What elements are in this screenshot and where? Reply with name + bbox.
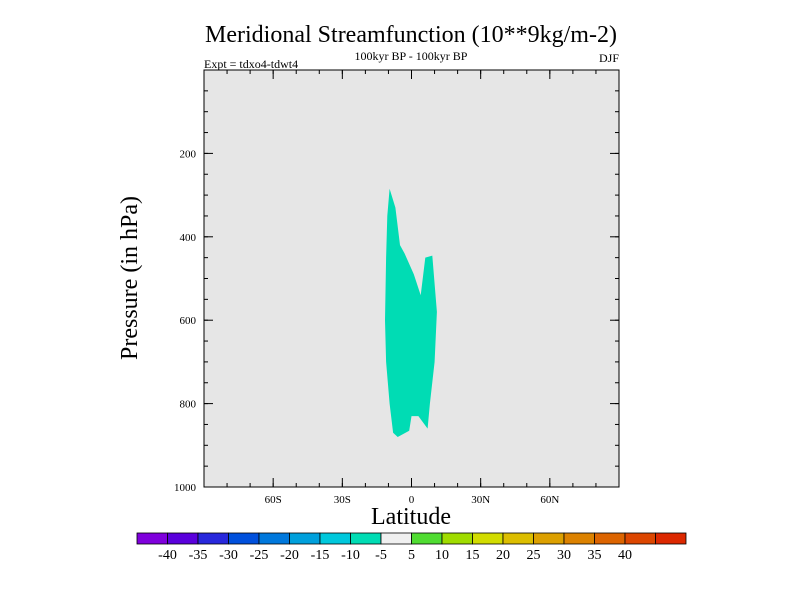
colorbar-label: -10 bbox=[341, 548, 360, 563]
x-axis-ticks: 60S 30S 0 30N 60N bbox=[265, 70, 559, 506]
x-tick-label: 30S bbox=[334, 494, 351, 506]
chart-subtitle: 100kyr BP - 100kyr BP bbox=[355, 49, 468, 63]
x-tick-label: 60N bbox=[540, 494, 559, 506]
season-label: DJF bbox=[599, 51, 619, 65]
colorbar-swatch-4 bbox=[258, 532, 290, 545]
y-tick-label: 200 bbox=[180, 148, 197, 160]
colorbar-swatch-11 bbox=[472, 532, 504, 545]
filled-region-0 bbox=[385, 188, 437, 437]
x-tick-label: 0 bbox=[409, 494, 415, 506]
colorbar-label: -40 bbox=[158, 548, 177, 563]
y-axis-label: Pressure (in hPa) bbox=[117, 196, 143, 360]
colorbar-label: 40 bbox=[618, 548, 632, 563]
colorbar-label: 5 bbox=[408, 548, 415, 563]
colorbar-swatch-1 bbox=[167, 532, 199, 545]
colorbar-swatch-12 bbox=[502, 532, 534, 545]
colorbar-label: 15 bbox=[466, 548, 480, 563]
colorbar-swatch-14 bbox=[563, 532, 595, 545]
colorbar-label: 35 bbox=[588, 548, 602, 563]
colorbar-swatch-3 bbox=[228, 532, 260, 545]
y-tick-label: 600 bbox=[180, 315, 197, 327]
y-tick-label: 1000 bbox=[174, 482, 197, 494]
colorbar-swatch-13 bbox=[533, 532, 565, 545]
colorbar-swatch-17 bbox=[655, 532, 687, 545]
chart-title: Meridional Streamfunction (10**9kg/m-2) bbox=[205, 22, 617, 48]
colorbar-label: -25 bbox=[250, 548, 269, 563]
colorbar-label: -5 bbox=[375, 548, 387, 563]
colorbar-swatch-6 bbox=[319, 532, 351, 545]
colorbar-label: 30 bbox=[557, 548, 571, 563]
x-tick-label: 60S bbox=[265, 494, 282, 506]
colorbar bbox=[136, 532, 687, 545]
colorbar-swatch-16 bbox=[624, 532, 656, 545]
colorbar-swatch-10 bbox=[441, 532, 473, 545]
y-axis-ticks: 200 400 600 800 1000 bbox=[174, 148, 619, 494]
colorbar-label: -20 bbox=[280, 548, 299, 563]
colorbar-swatch-8 bbox=[380, 532, 412, 545]
colorbar-label: 20 bbox=[496, 548, 510, 563]
colorbar-swatch-7 bbox=[350, 532, 382, 545]
colorbar-label: 25 bbox=[527, 548, 541, 563]
y-tick-label: 800 bbox=[180, 399, 197, 411]
colorbar-label: -30 bbox=[219, 548, 238, 563]
colorbar-swatch-0 bbox=[136, 532, 168, 545]
x-tick-label: 30N bbox=[471, 494, 490, 506]
colorbar-swatch-15 bbox=[594, 532, 626, 545]
colorbar-label: 10 bbox=[435, 548, 449, 563]
colorbar-swatch-2 bbox=[197, 532, 229, 545]
colorbar-label: -35 bbox=[189, 548, 208, 563]
experiment-label: Expt = tdxo4-tdwt4 bbox=[204, 57, 298, 71]
x-axis-label: Latitude bbox=[371, 504, 451, 530]
colorbar-labels: -40 -35 -30 -25 -20 -15 -10 -5 5 10 15 20 25 30 35 40 bbox=[158, 548, 632, 563]
colorbar-swatch-5 bbox=[289, 532, 321, 545]
colorbar-swatch-9 bbox=[411, 532, 443, 545]
y-tick-label: 400 bbox=[180, 232, 197, 244]
filled-contour-regions bbox=[385, 188, 437, 437]
colorbar-label: -15 bbox=[311, 548, 330, 563]
